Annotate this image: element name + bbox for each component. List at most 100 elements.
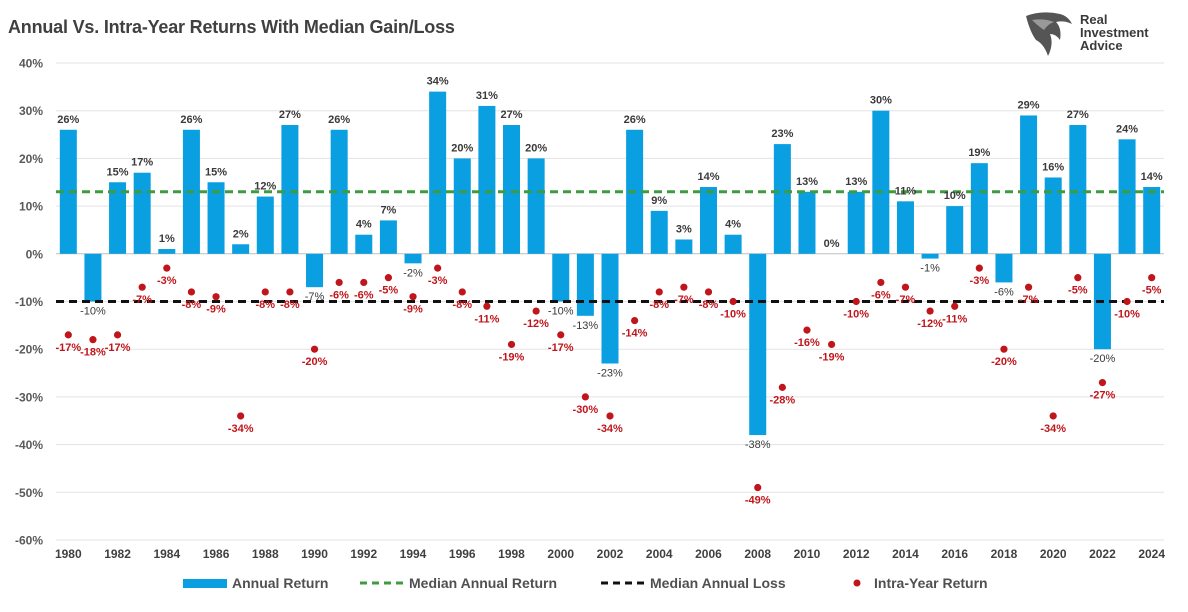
dot-data-label: -11%: [942, 313, 967, 325]
bar-annual-return: [847, 191, 865, 254]
intra-year-dot: [163, 264, 171, 272]
bar-annual-return: [749, 253, 767, 436]
bar-annual-return: [576, 253, 594, 316]
intra-year-dot: [631, 316, 639, 325]
dot-data-label: -5%: [1068, 285, 1088, 297]
bar-data-label: 20%: [451, 142, 473, 154]
dot-data-label: -11%: [474, 313, 499, 325]
intra-year-dot: [261, 288, 269, 296]
y-tick-label: 20%: [19, 152, 43, 166]
bar-data-label: -7%: [305, 291, 325, 303]
bar-annual-return: [355, 234, 373, 254]
y-tick-label: -30%: [15, 390, 43, 404]
intra-year-dot: [606, 412, 614, 420]
dot-data-label: -17%: [55, 342, 81, 354]
x-tick-label: 2016: [941, 547, 968, 561]
legend-label-median-annual-return: Median Annual Return: [409, 575, 558, 591]
legend-item-median-annual-return: Median Annual Return: [360, 572, 557, 594]
x-tick-label: 2002: [597, 547, 624, 561]
intra-year-dots: [64, 264, 1156, 492]
x-tick-label: 1992: [350, 547, 377, 561]
intra-year-dot: [828, 340, 836, 349]
bar-annual-return: [921, 253, 939, 259]
intra-year-dot: [310, 345, 319, 353]
y-tick-label: 10%: [19, 200, 43, 214]
chart-plot-area: 40% 30% 20% 10% 0% -10% -20% -30% -40% -50% -60% 1…: [15, 57, 1165, 562]
bar-annual-return: [207, 182, 225, 254]
bar-annual-return: [256, 196, 274, 254]
intra-year-dot: [64, 331, 72, 339]
intra-year-dot: [704, 288, 713, 296]
intra-year-dot: [877, 278, 885, 287]
bar-data-label: 31%: [476, 90, 498, 102]
dot-data-label: -20%: [991, 356, 1017, 368]
bar-annual-return: [1143, 187, 1161, 254]
dot-data-label: -28%: [770, 394, 796, 406]
legend-item-intra-year-return: Intra-Year Return: [845, 572, 988, 594]
intra-year-dot: [1098, 378, 1107, 387]
intra-year-dot: [680, 283, 688, 291]
bar-data-label: -23%: [597, 368, 623, 380]
bar-data-label: 29%: [1018, 99, 1040, 111]
x-tick-label: 2020: [1040, 547, 1067, 561]
bar-annual-return: [699, 187, 717, 254]
intra-year-dot: [1148, 274, 1156, 282]
bar-data-label: 26%: [180, 114, 202, 126]
bar-data-label: 24%: [1116, 123, 1138, 135]
bar-annual-return: [601, 253, 619, 364]
x-tick-label: 1998: [498, 547, 525, 561]
dot-data-label: -8%: [182, 299, 202, 311]
legend-item-annual-return: Annual Return: [183, 572, 328, 594]
bar-annual-return: [1044, 177, 1062, 254]
bar-data-label: -38%: [745, 439, 771, 451]
bar-data-label: 26%: [57, 114, 79, 126]
data-labels: 26%-10%15%17%1%26%15%2%12%27%-7%26%4%7%-…: [55, 76, 1162, 507]
dot-data-label: -6%: [329, 289, 349, 301]
intra-year-dot: [483, 302, 491, 310]
bar-data-label: 26%: [328, 114, 350, 126]
bar-annual-return: [330, 129, 348, 254]
dot-data-label: -3%: [428, 275, 448, 287]
bar-annual-return: [158, 249, 176, 254]
bar-annual-return: [503, 125, 521, 254]
dot-data-label: -9%: [403, 304, 423, 316]
annual-return-bars: [59, 91, 1161, 436]
bar-annual-return: [133, 172, 151, 254]
x-tick-label: 2004: [646, 547, 673, 561]
x-tick-label: 1986: [203, 547, 230, 561]
bar-annual-return: [84, 253, 102, 302]
bar-annual-return: [872, 110, 890, 254]
bar-annual-return: [970, 163, 988, 254]
legend-swatch-dot: [853, 579, 861, 587]
x-tick-label: 1994: [400, 547, 427, 561]
legend: Annual Return Median Annual Return Media…: [0, 572, 1188, 594]
bar-annual-return: [429, 91, 447, 254]
bar-annual-return: [552, 253, 570, 302]
intra-year-dot: [113, 331, 122, 339]
y-tick-label: -50%: [15, 486, 43, 500]
intra-year-dot: [754, 483, 762, 492]
dot-data-label: -10%: [1114, 309, 1140, 321]
dot-data-label: -8%: [699, 299, 719, 311]
bar-annual-return: [281, 125, 299, 254]
dot-data-label: -7%: [1019, 294, 1039, 306]
bar-annual-return: [896, 201, 914, 254]
intra-year-dot: [532, 307, 540, 315]
dot-data-label: -17%: [548, 342, 574, 354]
x-tick-label: 1984: [153, 547, 180, 561]
y-tick-label: 40%: [19, 57, 43, 71]
bar-annual-return: [404, 253, 422, 264]
intra-year-dot: [852, 297, 860, 306]
intra-year-dot: [1123, 297, 1131, 306]
dot-data-label: -34%: [1040, 423, 1066, 435]
intra-year-dot: [557, 331, 565, 339]
x-tick-label: 2014: [892, 547, 919, 561]
bar-annual-return: [1069, 125, 1087, 254]
intra-year-dot: [286, 288, 294, 296]
bar-data-label: 2%: [233, 228, 249, 240]
dot-data-label: -16%: [794, 337, 820, 349]
bar-data-label: 0%: [824, 238, 840, 250]
bar-data-label: 13%: [845, 176, 867, 188]
dot-data-label: -5%: [1142, 285, 1162, 297]
dot-data-label: -7%: [132, 294, 152, 306]
